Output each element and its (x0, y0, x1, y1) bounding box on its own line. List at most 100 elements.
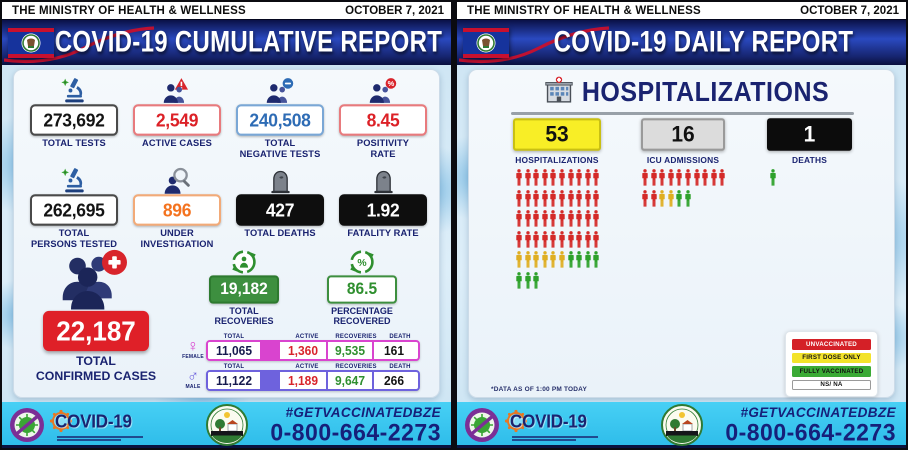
deaths-count: 1 (767, 118, 852, 151)
ministry-seal-icon (660, 404, 703, 448)
stat-label: TOTAL NEGATIVE TESTS (239, 138, 321, 159)
vaccination-hashtag: #GETVACCINATEDBZE (285, 405, 441, 420)
percent-recovered-label: PERCENTAGE RECOVERED (331, 306, 393, 327)
stat-value: 896 (162, 198, 192, 220)
stat-total-negative-tests: 240,508 TOTAL NEGATIVE TESTS (232, 76, 328, 159)
stat-fatality-rate: 1.92 FATALITY RATE (335, 166, 431, 249)
stat-under-investigation: 896 UNDER INVESTIGATION (129, 166, 225, 249)
male-active: 1,189 (280, 371, 328, 389)
stat-value: 262,695 (43, 198, 105, 220)
vaccination-legend: UNVACCINATED FIRST DOSE ONLY FULLY VACCI… (785, 331, 878, 397)
percent-recovered-block: % 86.5 PERCENTAGE RECOVERED (316, 248, 408, 327)
belize-flag (463, 28, 509, 63)
microscope-icon (59, 76, 89, 104)
panel-title: COVID-19 CUMULATIVE REPORT (54, 25, 443, 59)
male-label: MALE (185, 383, 201, 390)
gender-table: ♀ FEMALE TOTAL ACTIVE RECOVERIES DEATH 11,0… (180, 334, 431, 391)
tombstone-icon (268, 166, 293, 194)
male-total: 11,122 (208, 371, 262, 389)
stats-card: 273,692 TOTAL TESTS 2,549 ACTIVE CASES 2… (13, 69, 440, 398)
recoveries-value: 19,182 (209, 275, 279, 304)
stat-positivity-rate: % 8.45 POSITIVITY RATE (335, 76, 431, 159)
male-recoveries: 9,647 (328, 371, 374, 389)
stat-total-deaths: 427 TOTAL DEATHS (232, 166, 328, 249)
recovery-icon (198, 248, 290, 275)
report-date: OCTOBER 7, 2021 (800, 4, 899, 17)
ministry-name: THE MINISTRY OF HEALTH & WELLNESS (12, 4, 246, 17)
panel-body: HOSPITALIZATIONS 53 16 1 HOSPITALIZATION… (457, 65, 906, 402)
daily-report-panel: THE MINISTRY OF HEALTH & WELLNESS OCTOBE… (457, 2, 906, 448)
people-percent-icon: % (368, 76, 398, 104)
stat-total-tests: 273,692 TOTAL TESTS (26, 76, 122, 159)
belize-flag (8, 28, 54, 63)
top-bar: THE MINISTRY OF HEALTH & WELLNESS OCTOBE… (2, 2, 451, 19)
svg-text:%: % (357, 258, 366, 269)
ministry-seal-icon (205, 404, 248, 448)
male-deaths: 266 (374, 371, 414, 389)
hospitalizations-card: HOSPITALIZATIONS 53 16 1 HOSPITALIZATION… (468, 69, 895, 398)
footer: COVID-19 #GETVACCINATEDBZE 0-800-664-227… (2, 402, 451, 448)
footer: COVID-19 #GETVACCINATEDBZE 0-800-664-227… (457, 402, 906, 448)
covid19-logo: COVID-19 (49, 409, 143, 441)
gender-row-female: ♀ FEMALE TOTAL ACTIVE RECOVERIES DEATH 11,0… (180, 334, 431, 361)
female-icon: ♀ (187, 337, 199, 355)
stat-value: 273,692 (43, 108, 105, 130)
panel-body: 273,692 TOTAL TESTS 2,549 ACTIVE CASES 2… (2, 65, 451, 436)
stat-label: FATALITY RATE (347, 228, 419, 238)
hospitalizations-label: HOSPITALIZATIONS (515, 155, 599, 165)
female-deaths: 161 (374, 341, 414, 359)
deaths-label: DEATHS (791, 155, 827, 165)
red-swoosh (4, 26, 154, 64)
recoveries-label: TOTAL RECOVERIES (214, 306, 274, 327)
people-alert-icon (162, 76, 192, 104)
data-footnote: *DATA AS OF 1:00 PM TODAY (491, 386, 588, 393)
svg-text:%: % (388, 79, 395, 88)
virus-icon (504, 409, 528, 438)
table-headers: TOTAL ACTIVE RECOVERIES DEATH (223, 363, 411, 370)
table-row: 11,065 1,360 9,535 161 (206, 339, 420, 361)
confirmed-cases-block: 22,187 TOTAL CONFIRMED CASES (26, 248, 166, 395)
female-total: 11,065 (208, 341, 262, 359)
section-title: HOSPITALIZATIONS (581, 76, 830, 107)
section-title-row: HOSPITALIZATIONS (479, 70, 894, 108)
legend-fully-vaccinated: FULLY VACCINATED (792, 366, 871, 377)
stats-row-1: 273,692 TOTAL TESTS 2,549 ACTIVE CASES 2… (26, 76, 431, 159)
legend-first-dose: FIRST DOSE ONLY (792, 352, 871, 363)
stat-label: TOTAL TESTS (42, 138, 106, 148)
percent-recovered-value: 86.5 (327, 275, 397, 304)
magnifier-icon (162, 166, 192, 194)
vaccination-hashtag: #GETVACCINATEDBZE (740, 405, 896, 420)
cumulative-report-panel: THE MINISTRY OF HEALTH & WELLNESS OCTOBE… (2, 2, 451, 448)
ministry-name: THE MINISTRY OF HEALTH & WELLNESS (467, 4, 701, 17)
percent-recovered-icon: % (316, 248, 408, 275)
deaths-person-grid (769, 169, 777, 190)
top-bar: THE MINISTRY OF HEALTH & WELLNESS OCTOBE… (457, 2, 906, 19)
tombstone-icon (371, 166, 396, 194)
people-plus-icon (26, 248, 166, 310)
confirmed-value: 22,187 (43, 310, 149, 352)
microscope-icon (59, 166, 89, 194)
stat-label: TOTAL PERSONS TESTED (30, 228, 118, 249)
stat-value: 1.92 (366, 198, 400, 220)
male-icon: ♂ (187, 367, 199, 385)
panel-title: COVID-19 DAILY REPORT (553, 25, 854, 59)
report-date: OCTOBER 7, 2021 (345, 4, 444, 17)
table-row: 11,122 1,189 9,647 266 (206, 369, 420, 391)
banner: COVID-19 DAILY REPORT (457, 19, 906, 65)
gender-row-male: ♂ MALE TOTAL ACTIVE RECOVERIES DEATH 11,122… (180, 364, 431, 391)
stat-total-persons-tested: 262,695 TOTAL PERSONS TESTED (26, 166, 122, 249)
stat-label: ACTIVE CASES (142, 138, 212, 148)
people-minus-icon (265, 76, 295, 104)
stat-value: 240,508 (249, 108, 311, 130)
hospitalizations-person-grid (515, 169, 600, 292)
icu-admissions-label: ICU ADMISSIONS (646, 155, 720, 165)
table-headers: TOTAL ACTIVE RECOVERIES DEATH (223, 333, 411, 340)
get-vaccinated-badge-icon (464, 407, 500, 448)
red-swoosh (459, 26, 609, 64)
recoveries-row: 19,182 TOTAL RECOVERIES % 86.5 PERCENTAG… (184, 248, 431, 327)
hotline-number: 0-800-664-2273 (725, 418, 896, 446)
stat-value: 8.45 (366, 108, 400, 130)
confirmed-label: TOTAL CONFIRMED CASES (35, 354, 157, 383)
get-vaccinated-badge-icon (9, 407, 45, 448)
legend-ns-na: NS/ NA (792, 379, 871, 390)
